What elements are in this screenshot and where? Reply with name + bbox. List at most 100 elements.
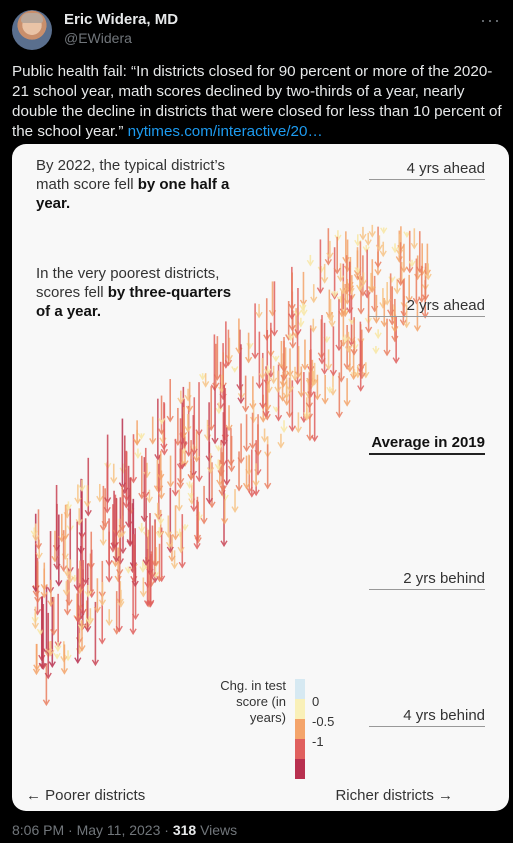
district-arrow [220,385,228,447]
district-arrow [282,377,291,400]
district-arrow [110,463,118,484]
district-arrow [286,369,294,393]
district-arrow [309,318,317,333]
district-arrow [303,397,311,422]
district-arrow [215,402,223,415]
district-arrow [379,241,387,258]
district-arrow [326,240,334,260]
district-arrow [294,287,302,336]
district-arrow [99,530,107,547]
more-icon[interactable]: ··· [480,10,501,30]
district-arrow [118,484,126,532]
district-arrow [184,414,192,433]
district-arrow [237,344,245,405]
axis-label-poorer: ← Poorer districts [26,787,146,804]
district-arrow [236,329,244,391]
district-arrow [320,322,329,375]
district-arrow [251,303,259,360]
author-name[interactable]: Eric Widera, MD [64,11,179,28]
tweet-time[interactable]: 8:06 PM · May 11, 2023 · [12,822,173,838]
district-arrow [75,508,83,526]
district-arrow [383,282,391,306]
district-arrow [62,581,71,597]
chart-card[interactable]: By 2022, the typical district’s math sco… [12,144,509,811]
legend-label-0: 0 [312,694,320,709]
avatar[interactable] [12,10,52,50]
district-arrow [372,346,380,355]
district-arrow [350,317,358,356]
district-arrow [54,593,62,648]
district-arrow [331,247,339,300]
tweet-text: Public health fail: “In districts closed… [12,62,504,142]
district-arrow [186,381,194,413]
district-arrow [300,304,308,317]
district-arrow [326,298,335,322]
district-arrow [335,372,343,419]
district-arrow [193,431,201,463]
district-arrow [288,272,296,311]
district-arrow [151,565,160,579]
district-arrow [400,243,408,273]
district-arrow [344,331,352,353]
district-arrow [98,582,107,607]
views-count[interactable]: 318 [172,822,197,838]
ref-label-4-behind: 4 yrs behind [403,707,485,724]
district-arrow [40,562,48,591]
district-arrow [418,265,426,303]
district-arrow [356,275,364,292]
district-arrow [32,523,40,542]
district-arrow [154,502,162,520]
district-arrow [200,485,208,525]
district-arrow [336,263,345,283]
district-arrow [177,531,185,554]
district-arrow [364,232,372,247]
district-arrow [372,294,381,324]
district-arrow [231,489,239,513]
district-arrow [166,455,175,488]
district-arrow [221,499,229,525]
district-arrow [53,652,61,660]
district-arrow [343,378,351,407]
district-arrow [112,497,120,563]
district-arrow [205,441,213,505]
district-arrow [84,584,92,598]
district-arrow [375,235,383,252]
district-arrow [116,538,124,576]
axis-label-richer: Richer districts → [335,787,453,804]
district-arrow [272,355,280,363]
ref-label-4-ahead: 4 yrs ahead [406,160,485,177]
district-arrow [222,321,230,369]
district-arrow [85,616,93,625]
district-arrow [42,663,50,707]
district-arrow [351,340,359,351]
district-arrow [60,530,68,573]
district-arrow [274,370,282,394]
tweet-body: Public health fail: “In districts closed… [12,63,502,140]
district-arrow [380,227,388,235]
district-arrow [83,485,92,508]
district-arrow [105,518,113,567]
district-arrow [225,405,233,432]
district-arrow [133,420,141,446]
article-link[interactable]: nytimes.com/interactive/20… [127,123,323,140]
district-arrow [74,568,82,623]
legend-label-one: -1 [312,734,324,749]
annotation-typical: By 2022, the typical district’s math sco… [36,157,230,212]
district-arrow [242,455,251,490]
district-arrow [117,589,125,608]
district-arrow [32,643,41,676]
district-arrow [44,612,52,680]
district-arrow [47,579,55,608]
ref-line-2-behind [369,589,485,590]
district-arrow [157,395,166,436]
district-arrow [175,489,183,512]
district-arrow [405,274,413,303]
district-arrow [231,366,239,373]
district-arrow [158,418,166,425]
author-handle[interactable]: @EWidera [64,30,132,46]
district-arrow [170,550,179,570]
district-arrow [129,578,137,636]
district-arrow [214,445,223,452]
district-arrow [103,462,111,514]
district-arrow [342,231,350,264]
